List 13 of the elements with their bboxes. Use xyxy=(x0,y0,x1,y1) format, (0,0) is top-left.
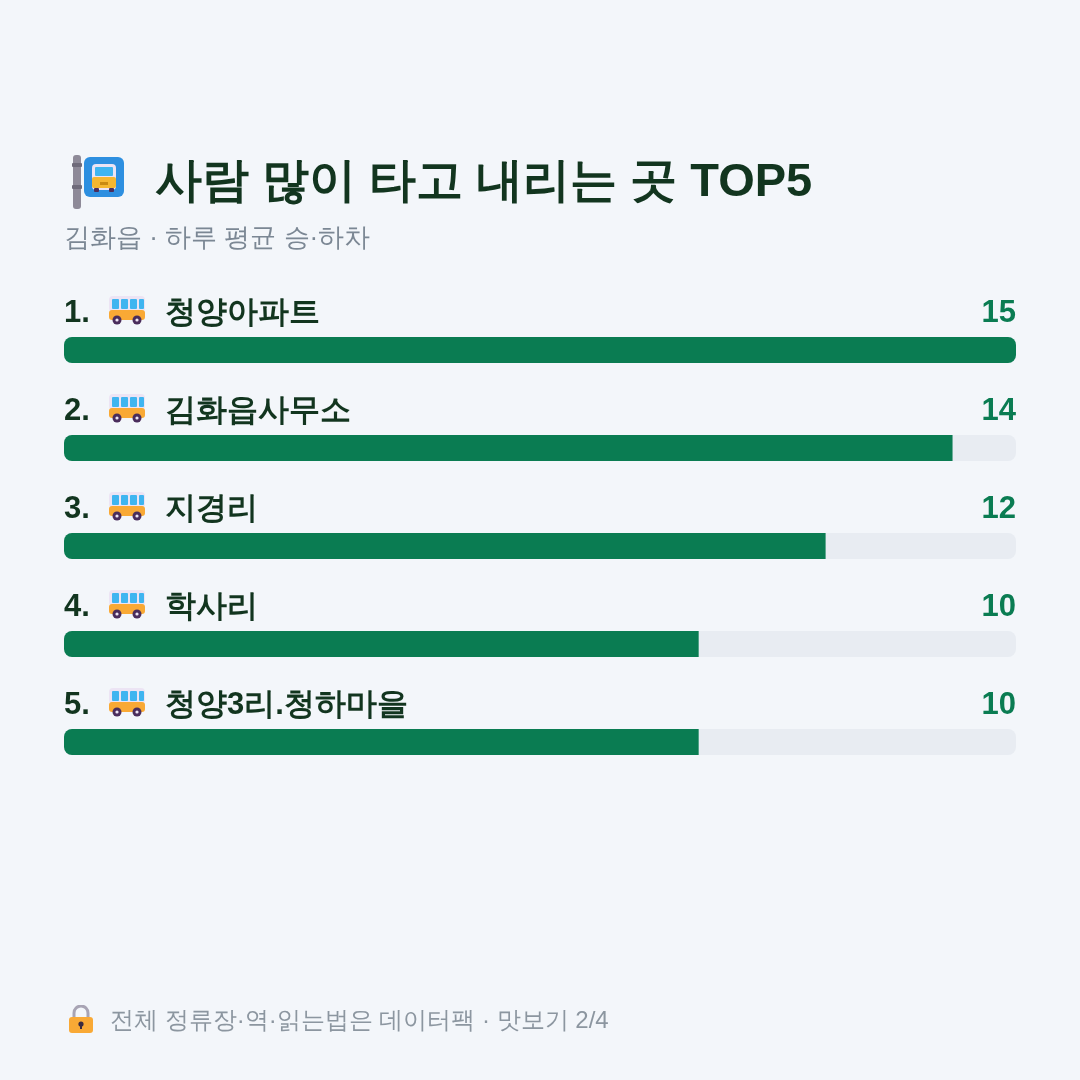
category-label: 4. 학사리 xyxy=(64,588,258,623)
category-label: 1. 청양아파트 xyxy=(64,294,320,329)
category-label: 3. 지경리 xyxy=(64,490,258,525)
chart-title: 사람 많이 타고 내리는 곳 TOP5 xyxy=(155,152,813,208)
category-label: 5. 청양3리.청하마을 xyxy=(64,686,408,721)
text: 전체 정류장·역·읽는법은 데이터팩 · 맛보기 2/4 xyxy=(110,1005,609,1035)
data-label: 12 xyxy=(981,490,1016,525)
data-label: 10 xyxy=(981,588,1016,623)
chart-subtitle: 김화읍 · 하루 평균 승·하차 xyxy=(64,221,371,254)
category-label: 2. 김화읍사무소 xyxy=(64,392,351,427)
data-label: 15 xyxy=(981,294,1016,329)
data-label: 14 xyxy=(981,392,1017,427)
data-label: 10 xyxy=(981,686,1016,721)
